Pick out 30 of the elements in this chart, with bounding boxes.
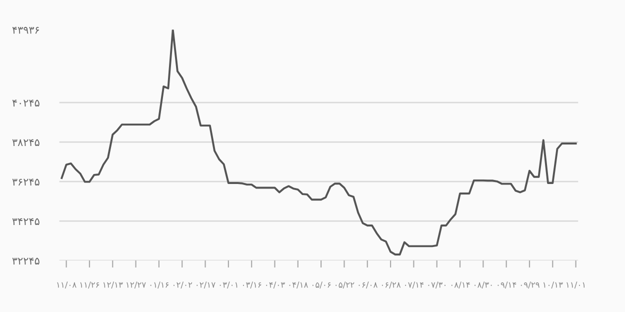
- y-tick-label: ۳۴۲۴۵: [12, 218, 40, 226]
- x-tick-label: ۱۱/۲۶: [80, 282, 100, 288]
- x-tick-label: ۰۷/۳۰: [428, 282, 446, 288]
- x-tick-label: ۰۷/۱۴: [405, 282, 424, 288]
- x-tick-label: ۱۰/۱۳: [543, 282, 563, 288]
- x-tick-label: ۰۴/۰۳: [266, 282, 285, 288]
- x-tick-label: ۰۴/۱۸: [289, 282, 308, 288]
- x-tick-label: ۰۳/۱۶: [243, 282, 262, 288]
- x-tick-label: ۰۹/۱۴: [498, 282, 516, 288]
- x-tick-label: ۱۱/۰۱: [566, 282, 585, 288]
- y-tick-label: ۳۶۲۴۵: [12, 178, 40, 186]
- x-tick-label: ۱۱/۰۸: [57, 282, 76, 288]
- x-tick-label: ۰۵/۲۲: [336, 282, 354, 288]
- x-tick-label: ۰۸/۱۴: [451, 282, 470, 288]
- y-tick-label: ۳۲۲۴۵: [12, 258, 40, 265]
- x-tick-label: ۰۶/۰۸: [358, 282, 378, 288]
- y-tick-label: ۴۰۲۴۵: [12, 100, 40, 107]
- x-tick-label: ۰۵/۰۶: [312, 282, 331, 288]
- x-tick-label: ۰۲/۱۷: [196, 282, 216, 288]
- x-tick-label: ۰۸/۳۰: [474, 282, 492, 288]
- x-tick-label: ۱۲/۲۷: [126, 282, 146, 288]
- y-tick-label: ۳۸۲۴۵: [12, 139, 40, 146]
- x-tick-label: ۰۹/۲۹: [520, 282, 540, 288]
- x-tick-label: ۰۳/۰۱: [220, 282, 238, 288]
- x-tick-label: ۰۲/۰۲: [174, 282, 192, 288]
- y-tick-label: ۴۳۹۳۶: [12, 26, 39, 34]
- x-tick-label: ۰۱/۱۶: [150, 282, 169, 288]
- line-series: [60, 30, 577, 256]
- x-tick-label: ۱۲/۱۳: [103, 282, 123, 288]
- x-tick-label: ۰۶/۲۸: [382, 282, 401, 288]
